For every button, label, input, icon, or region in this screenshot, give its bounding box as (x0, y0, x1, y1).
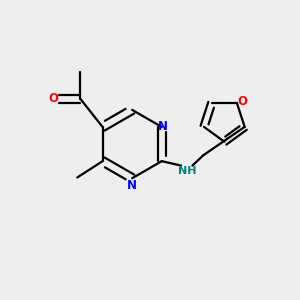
Text: NH: NH (178, 166, 197, 176)
Text: O: O (237, 95, 247, 108)
Text: O: O (49, 92, 58, 105)
Text: N: N (127, 179, 137, 192)
Text: N: N (158, 120, 168, 133)
